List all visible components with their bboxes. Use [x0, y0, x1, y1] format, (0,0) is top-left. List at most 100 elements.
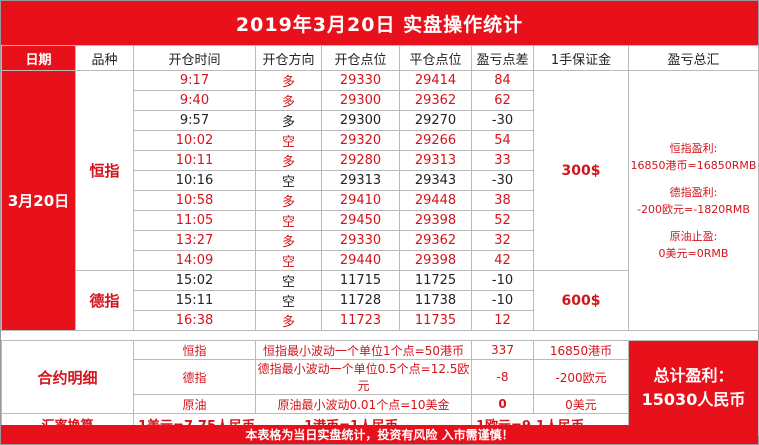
- open-time: 11:05: [133, 210, 256, 231]
- trade-table: 日期 品种 开仓时间 开仓方向 开仓点位 平仓点位 盈亏点差 1手保证金 盈亏总…: [1, 45, 759, 331]
- direction: 多: [255, 150, 322, 171]
- open-price: 29410: [321, 190, 400, 211]
- pl-points: 33: [471, 150, 534, 171]
- open-time: 16:38: [133, 310, 256, 331]
- summary-hsi-value: 16850港币=16850RMB: [630, 158, 757, 172]
- open-price: 29280: [321, 150, 400, 171]
- open-price: 29300: [321, 110, 400, 131]
- pl-points: 38: [471, 190, 534, 211]
- variety-cell: 恒指: [75, 70, 134, 271]
- contract-amount: 16850港币: [533, 340, 629, 360]
- contract-points: 337: [471, 340, 534, 360]
- contract-points: -8: [471, 359, 534, 395]
- open-price: 29330: [321, 70, 400, 91]
- close-price: 29448: [399, 190, 472, 211]
- trade-row: 10:16 空 29313 29343 -30: [2, 170, 759, 191]
- header-variety: 品种: [75, 45, 134, 71]
- direction: 空: [255, 250, 322, 271]
- trade-row: 13:27 多 29330 29362 32: [2, 230, 759, 251]
- close-price: 29362: [399, 90, 472, 111]
- total-label: 总计盈利：: [653, 366, 734, 385]
- pl-points: -30: [471, 170, 534, 191]
- summary-oil-value: 0美元=0RMB: [658, 246, 729, 260]
- header-date: 日期: [1, 45, 76, 71]
- open-price: 11723: [321, 310, 400, 331]
- open-price: 29320: [321, 130, 400, 151]
- header-direction: 开仓方向: [255, 45, 322, 71]
- trade-row: 3月20日 恒指 9:17 多 29330 29414 84 300$ 恒指盈利: 16850港币…: [1, 70, 759, 331]
- trade-row: 15:11 空 11728 11738 -10: [2, 290, 759, 311]
- direction: 多: [255, 70, 322, 91]
- open-time: 9:40: [133, 90, 256, 111]
- open-time: 10:58: [133, 190, 256, 211]
- header-open-time: 开仓时间: [133, 45, 256, 71]
- contract-row: 德指 德指最小波动一个单位0.5个点=12.5欧元 -8 -200欧元: [2, 359, 759, 395]
- margin-cell: 300$: [533, 70, 629, 271]
- risk-footer: 本表格为当日实盘统计，投资有风险 入市需谨慎！: [1, 425, 758, 444]
- header-close-price: 平仓点位: [399, 45, 472, 71]
- header-margin: 1手保证金: [533, 45, 629, 71]
- summary-dax-label: 德指盈利:: [669, 185, 718, 199]
- direction: 空: [255, 290, 322, 311]
- contract-row: 原油 原油最小波动0.01个点=10美金 0 0美元: [2, 394, 759, 414]
- contract-row: 合约明细 恒指 恒指最小波动一个单位1个点=50港币 337 16850港币 总…: [1, 340, 759, 436]
- open-price: 29300: [321, 90, 400, 111]
- pl-points: -10: [471, 270, 534, 291]
- pl-points: 84: [471, 70, 534, 91]
- header-pl: 盈亏点差: [471, 45, 534, 71]
- direction: 多: [255, 90, 322, 111]
- open-price: 29440: [321, 250, 400, 271]
- open-price: 29330: [321, 230, 400, 251]
- pl-points: 32: [471, 230, 534, 251]
- header-summary: 盈亏总汇: [628, 45, 759, 71]
- open-price: 29450: [321, 210, 400, 231]
- trade-row: 9:40 多 29300 29362 62: [2, 90, 759, 111]
- close-price: 29313: [399, 150, 472, 171]
- open-time: 10:16: [133, 170, 256, 191]
- trade-row: 10:58 多 29410 29448 38: [2, 190, 759, 211]
- header-open-price: 开仓点位: [321, 45, 400, 71]
- trade-row: 10:02 空 29320 29266 54: [2, 130, 759, 151]
- total-profit: 总计盈利： 15030人民币: [628, 340, 759, 436]
- pl-points: 42: [471, 250, 534, 271]
- contract-points: 0: [471, 394, 534, 414]
- direction: 多: [255, 190, 322, 211]
- direction: 空: [255, 170, 322, 191]
- contract-name: 恒指: [133, 340, 256, 360]
- trade-row: 16:38 多 11723 11735 12: [2, 310, 759, 331]
- direction: 多: [255, 230, 322, 251]
- open-time: 9:57: [133, 110, 256, 131]
- trade-row: 10:11 多 29280 29313 33: [2, 150, 759, 171]
- pl-points: 52: [471, 210, 534, 231]
- open-time: 10:11: [133, 150, 256, 171]
- close-price: 29398: [399, 250, 472, 271]
- contract-amount: 0美元: [533, 394, 629, 414]
- direction: 多: [255, 110, 322, 131]
- close-price: 11725: [399, 270, 472, 291]
- contract-table: 合约明细 恒指 恒指最小波动一个单位1个点=50港币 337 16850港币 总…: [1, 340, 759, 436]
- open-price: 11728: [321, 290, 400, 311]
- contract-amount: -200欧元: [533, 359, 629, 395]
- open-time: 14:09: [133, 250, 256, 271]
- margin-cell: 600$: [533, 270, 629, 331]
- contract-name: 原油: [133, 394, 256, 414]
- open-time: 15:02: [133, 270, 256, 291]
- open-time: 15:11: [133, 290, 256, 311]
- pl-points: 12: [471, 310, 534, 331]
- contract-desc: 原油最小波动0.01个点=10美金: [255, 394, 472, 414]
- open-time: 10:02: [133, 130, 256, 151]
- contract-desc: 恒指最小波动一个单位1个点=50港币: [255, 340, 472, 360]
- close-price: 11738: [399, 290, 472, 311]
- sheet-title: 2019年3月20日 实盘操作统计: [1, 1, 758, 45]
- summary-oil-label: 原油止盈:: [669, 229, 718, 243]
- total-value: 15030人民币: [641, 390, 746, 409]
- contract-desc: 德指最小波动一个单位0.5个点=12.5欧元: [255, 359, 472, 395]
- close-price: 29343: [399, 170, 472, 191]
- close-price: 29270: [399, 110, 472, 131]
- direction: 空: [255, 130, 322, 151]
- pl-points: -10: [471, 290, 534, 311]
- open-price: 11715: [321, 270, 400, 291]
- contract-name: 德指: [133, 359, 256, 395]
- close-price: 29266: [399, 130, 472, 151]
